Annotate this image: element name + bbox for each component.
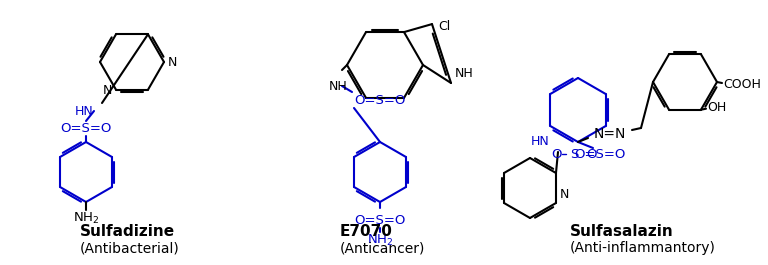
Text: Sulfasalazin: Sulfasalazin xyxy=(570,224,674,240)
Text: (Antibacterial): (Antibacterial) xyxy=(80,241,180,255)
Text: N: N xyxy=(560,188,569,201)
Text: O=S=O: O=S=O xyxy=(574,148,625,161)
Text: (Anticancer): (Anticancer) xyxy=(340,241,425,255)
Text: E7070: E7070 xyxy=(340,224,393,240)
Text: NH$_2$: NH$_2$ xyxy=(73,210,99,226)
Text: HN: HN xyxy=(75,105,94,118)
Text: O=S=O: O=S=O xyxy=(354,214,406,227)
Text: O=S=O: O=S=O xyxy=(61,121,111,135)
Text: S: S xyxy=(570,148,578,161)
Text: O=S=O: O=S=O xyxy=(354,94,406,107)
Text: NH$_2$: NH$_2$ xyxy=(367,232,393,248)
Text: Sulfadizine: Sulfadizine xyxy=(80,224,175,240)
Text: NH: NH xyxy=(329,80,347,93)
Text: N: N xyxy=(168,56,177,69)
Text: Cl: Cl xyxy=(438,20,450,33)
Text: NH: NH xyxy=(455,67,474,80)
Text: N: N xyxy=(103,84,112,97)
Text: HN: HN xyxy=(531,135,550,148)
Text: COOH: COOH xyxy=(723,77,761,91)
Text: O: O xyxy=(551,148,562,161)
Text: (Anti-inflammantory): (Anti-inflammantory) xyxy=(570,241,716,255)
Text: N=N: N=N xyxy=(594,127,626,141)
Text: O: O xyxy=(586,148,597,161)
Text: OH: OH xyxy=(707,101,727,114)
